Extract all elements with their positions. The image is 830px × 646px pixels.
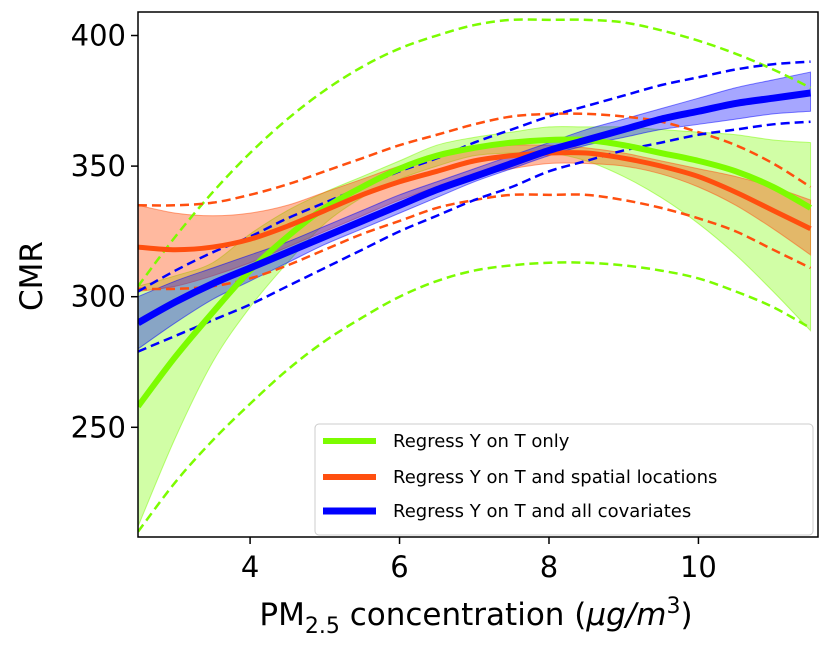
- x-tick-label: 10: [680, 550, 717, 584]
- legend-label-t-only: Regress Y on T only: [393, 431, 570, 452]
- dashed-lower-all-covariates: [138, 120, 811, 353]
- legend-label-all-covariates: Regress Y on T and all covariates: [393, 501, 691, 522]
- y-axis-label: CMR: [14, 241, 50, 311]
- dashed-upper-spatial: [138, 112, 812, 207]
- x-axis-label: PM2.5 concentration (μg/m3): [259, 594, 692, 639]
- x-tick-label: 4: [241, 550, 259, 584]
- x-axis-label-rest: concentration (: [340, 597, 587, 633]
- x-axis-label-unit-mu: μ: [585, 597, 606, 633]
- x-tick-label: 8: [540, 550, 558, 584]
- legend-box: [314, 423, 814, 536]
- x-axis-label-unit-exponent: 3: [666, 594, 680, 619]
- x-axis-label-subscript: 2.5: [305, 614, 340, 639]
- x-axis-label-unit-m: m: [636, 597, 666, 633]
- dashed-upper-t-only: [138, 18, 812, 288]
- plot-frame: [137, 11, 819, 538]
- y-tick-label: 350: [71, 149, 126, 183]
- dashed-bounds: [138, 18, 812, 533]
- y-tick-label: 250: [71, 410, 126, 444]
- y-tick-label: 400: [71, 19, 126, 53]
- dashed-lower-t-only: [138, 261, 812, 533]
- x-axis-label-main: PM: [259, 597, 304, 633]
- legend-label-spatial: Regress Y on T and spatial locations: [393, 467, 717, 488]
- axis-ticks: 4 6 8 10 250 300 350 400: [71, 19, 717, 584]
- x-axis-label-close: ): [680, 597, 692, 633]
- x-tick-label: 6: [390, 550, 408, 584]
- dashed-upper-all-covariates: [138, 60, 811, 293]
- legend: Regress Y on T only Regress Y on T and s…: [314, 423, 814, 536]
- x-axis-label-unit-g: g/: [606, 597, 640, 633]
- y-tick-label: 300: [71, 280, 126, 314]
- series-lines: [138, 89, 813, 409]
- line-all-covariates: [138, 89, 812, 326]
- line-spatial: [138, 150, 812, 253]
